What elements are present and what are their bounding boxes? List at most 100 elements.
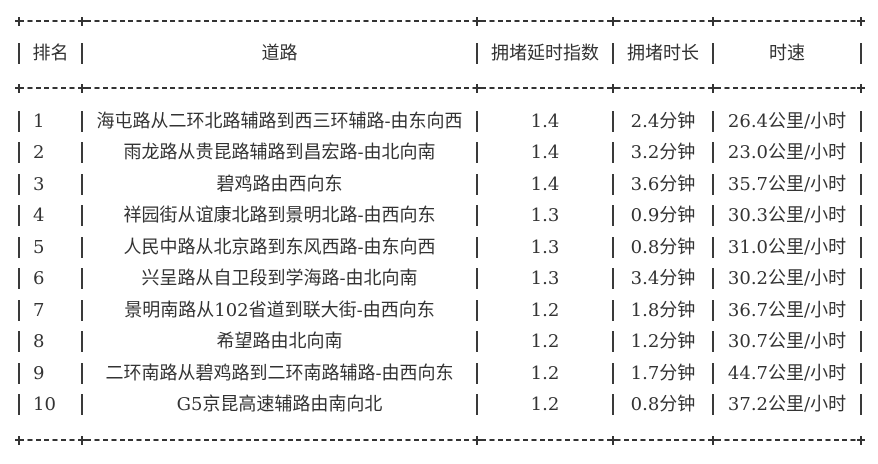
cell-rank: 4: [33, 205, 45, 226]
table-row: 2 雨龙路从贵昆路辅路到昌宏路-由北向南 1.4 3.2分钟 23.0公里/小时: [0, 140, 878, 166]
column-separator: [712, 331, 714, 352]
column-separator: [18, 237, 20, 258]
cell-speed: 36.7公里/小时: [727, 300, 847, 321]
cell-rank: 7: [33, 300, 45, 321]
border-joint: [709, 16, 717, 26]
table-row: 10 G5京昆高速辅路由南向北 1.2 0.8分钟 37.2公里/小时: [0, 392, 878, 418]
cell-rank: 1: [33, 111, 45, 132]
cell-rank: 9: [33, 363, 45, 384]
column-separator: [81, 111, 83, 132]
cell-delay-index: 1.3: [530, 205, 560, 226]
column-separator: [18, 43, 20, 64]
column-separator: [81, 142, 83, 163]
column-separator: [712, 205, 714, 226]
cell-duration: 3.4分钟: [630, 268, 696, 289]
column-separator: [860, 205, 862, 226]
cell-delay-index: 1.3: [530, 268, 560, 289]
column-header-speed: 时速: [769, 43, 805, 64]
column-header-delay-index: 拥堵延时指数: [491, 43, 599, 64]
column-separator: [81, 43, 83, 64]
cell-speed: 35.7公里/小时: [727, 174, 847, 195]
column-separator: [612, 268, 614, 289]
cell-speed: 44.7公里/小时: [727, 363, 847, 384]
column-separator: [612, 205, 614, 226]
column-separator: [81, 205, 83, 226]
border-joint: [709, 435, 717, 445]
column-separator: [860, 394, 862, 415]
column-separator: [860, 268, 862, 289]
column-separator: [476, 237, 478, 258]
column-separator: [712, 111, 714, 132]
cell-speed: 30.2公里/小时: [727, 268, 847, 289]
cell-duration: 0.9分钟: [630, 205, 696, 226]
table-row: 3 碧鸡路由西向东 1.4 3.6分钟 35.7公里/小时: [0, 172, 878, 198]
cell-speed: 30.7公里/小时: [727, 331, 847, 352]
cell-delay-index: 1.4: [530, 142, 560, 163]
border-joint: [609, 16, 617, 26]
border-joint: [15, 16, 23, 26]
column-separator: [18, 111, 20, 132]
column-separator: [612, 43, 614, 64]
column-separator: [476, 43, 478, 64]
table-row: 1 海屯路从二环北路辅路到西三环辅路-由东向西 1.4 2.4分钟 26.4公里/小时: [0, 109, 878, 135]
column-separator: [860, 142, 862, 163]
column-separator: [612, 300, 614, 321]
cell-duration: 3.2分钟: [630, 142, 696, 163]
cell-delay-index: 1.4: [530, 174, 560, 195]
border-joint: [473, 83, 481, 93]
column-separator: [860, 300, 862, 321]
column-separator: [81, 174, 83, 195]
column-separator: [712, 43, 714, 64]
cell-delay-index: 1.2: [530, 363, 560, 384]
column-header-rank: 排名: [32, 43, 69, 64]
column-separator: [476, 111, 478, 132]
column-separator: [712, 363, 714, 384]
border-joint: [709, 83, 717, 93]
table-border-line: [15, 16, 865, 26]
column-separator: [476, 300, 478, 321]
column-separator: [860, 237, 862, 258]
cell-road: 兴呈路从自卫段到学海路-由北向南: [141, 268, 418, 289]
column-separator: [18, 300, 20, 321]
column-separator: [612, 363, 614, 384]
column-separator: [712, 174, 714, 195]
cell-speed: 26.4公里/小时: [727, 111, 847, 132]
column-separator: [81, 363, 83, 384]
cell-road: 景明南路从102省道到联大街-由西向东: [124, 300, 435, 321]
cell-duration: 1.8分钟: [630, 300, 696, 321]
column-separator: [612, 237, 614, 258]
cell-rank: 10: [33, 394, 56, 415]
column-separator: [860, 331, 862, 352]
border-joint: [78, 83, 86, 93]
cell-road: 希望路由北向南: [216, 331, 343, 352]
column-separator: [18, 142, 20, 163]
cell-road: 祥园街从谊康北路到景明北路-由西向东: [123, 205, 436, 226]
cell-duration: 0.8分钟: [630, 394, 696, 415]
column-separator: [476, 268, 478, 289]
cell-rank: 2: [33, 142, 45, 163]
table-row: 8 希望路由北向南 1.2 1.2分钟 30.7公里/小时: [0, 329, 878, 355]
cell-delay-index: 1.4: [530, 111, 560, 132]
column-separator: [612, 394, 614, 415]
table-row: 5 人民中路从北京路到东风西路-由东向西 1.3 0.8分钟 31.0公里/小时: [0, 235, 878, 261]
column-separator: [476, 331, 478, 352]
column-separator: [18, 331, 20, 352]
cell-speed: 30.3公里/小时: [727, 205, 847, 226]
cell-rank: 8: [33, 331, 45, 352]
cell-rank: 3: [33, 174, 45, 195]
cell-duration: 1.7分钟: [630, 363, 696, 384]
table-row: 6 兴呈路从自卫段到学海路-由北向南 1.3 3.4分钟 30.2公里/小时: [0, 266, 878, 292]
column-separator: [712, 268, 714, 289]
cell-road: G5京昆高速辅路由南向北: [176, 394, 383, 415]
cell-duration: 0.8分钟: [630, 237, 696, 258]
column-separator: [712, 300, 714, 321]
column-separator: [81, 268, 83, 289]
column-separator: [18, 363, 20, 384]
column-separator: [612, 111, 614, 132]
table-row: 4 祥园街从谊康北路到景明北路-由西向东 1.3 0.9分钟 30.3公里/小时: [0, 203, 878, 229]
column-separator: [712, 142, 714, 163]
column-separator: [476, 363, 478, 384]
column-header-duration: 拥堵时长: [627, 43, 699, 64]
table-row: 9 二环南路从碧鸡路到二环南路辅路-由西向东 1.2 1.7分钟 44.7公里/小时: [0, 361, 878, 387]
border-joint: [609, 83, 617, 93]
